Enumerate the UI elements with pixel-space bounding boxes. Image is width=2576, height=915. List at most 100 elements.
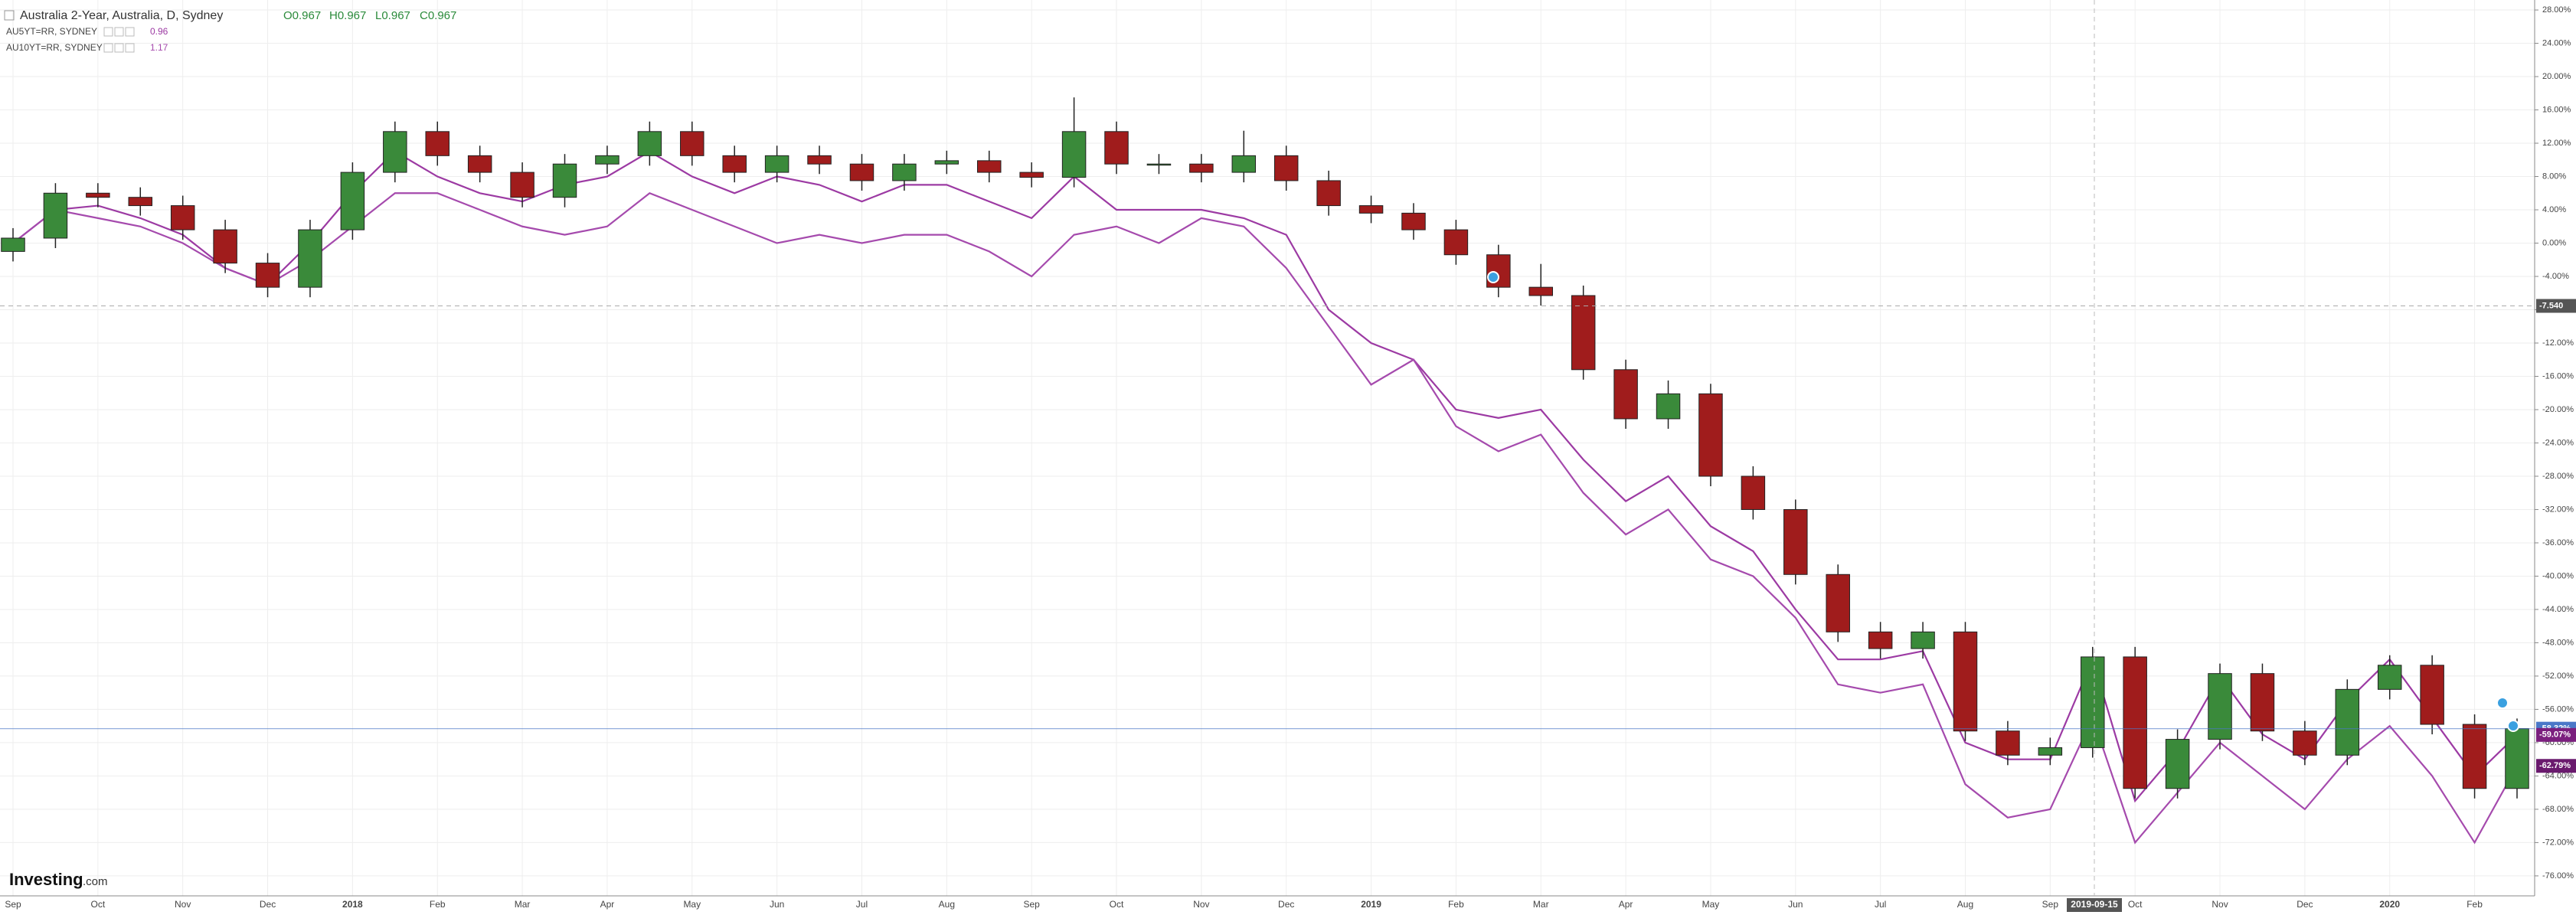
candle-body <box>1273 155 1299 181</box>
series-end-label: -59.07% <box>2539 730 2571 740</box>
x-tick-label: Feb <box>430 899 446 910</box>
y-tick-label: -76.00% <box>2542 871 2574 881</box>
x-tick-label: Dec <box>260 899 276 910</box>
x-tick-label: Feb <box>1448 899 1464 910</box>
candle-body <box>2250 673 2275 732</box>
candle-body <box>764 155 789 173</box>
candle-body <box>2335 688 2360 756</box>
candle-body <box>1189 163 1214 173</box>
plot <box>1 97 2529 845</box>
candle-body <box>1996 730 2020 756</box>
y-tick-label: -52.00% <box>2542 672 2574 681</box>
candle-body <box>1316 180 1341 207</box>
candle-body <box>128 197 153 207</box>
legend-button <box>125 43 135 53</box>
legend-button <box>114 43 124 53</box>
candle-body <box>807 155 832 165</box>
candle-body <box>2038 747 2063 756</box>
candle-body <box>892 163 917 181</box>
ohlc-open: O0.967 <box>283 9 321 22</box>
collapse-icon[interactable] <box>4 10 15 21</box>
legend-value: 1.17 <box>150 42 168 53</box>
candle-body <box>1528 286 1553 296</box>
candle-body <box>1953 631 1978 732</box>
candle-body <box>1 237 25 252</box>
x-tick-label: Sep <box>5 899 21 910</box>
x-tick-label: Nov <box>2212 899 2228 910</box>
candle-body <box>1019 172 1044 178</box>
x-tick-label: Oct <box>1110 899 1124 910</box>
candle-body <box>1911 631 1935 649</box>
y-tick-label: -64.00% <box>2542 771 2574 780</box>
candle-body <box>213 229 237 264</box>
crosshair-x-tag <box>2067 898 2122 912</box>
instrument-title: Australia 2-Year, Australia, D, Sydney <box>20 9 223 22</box>
x-tick-label: Jun <box>770 899 784 910</box>
x-tick-label: Feb <box>2466 899 2483 910</box>
candle-body <box>255 263 280 288</box>
candle-body <box>934 160 959 165</box>
candle-body <box>2081 656 2105 748</box>
event-marker <box>2496 697 2509 709</box>
candle-body <box>86 192 110 198</box>
candle-body <box>383 131 407 173</box>
x-tick-label: Mar <box>515 899 531 910</box>
candle-body <box>595 155 619 165</box>
x-tick-label: Jun <box>1788 899 1803 910</box>
x-tick-label: Jul <box>1875 899 1886 910</box>
legend-button <box>103 27 113 37</box>
y-tick-label: 24.00% <box>2542 38 2571 47</box>
candle-body <box>1104 131 1129 165</box>
legend-button <box>125 27 135 37</box>
candle-body <box>467 155 492 173</box>
logo-suffix: .com <box>83 875 108 888</box>
x-tick-label: Aug <box>1957 899 1973 910</box>
crosshair-y-label-box <box>2536 299 2576 313</box>
candle-body <box>1146 163 1172 166</box>
candle-body <box>170 205 195 230</box>
candle-body <box>2462 724 2487 789</box>
grid <box>0 0 2535 896</box>
x-tick-label: Sep <box>2042 899 2059 910</box>
candle-body <box>2165 739 2190 789</box>
candle-body <box>2293 730 2317 756</box>
candle-body <box>637 131 662 156</box>
candle-body <box>510 172 534 198</box>
series-end-label: -62.79% <box>2539 761 2571 770</box>
x-tick-label: May <box>1702 899 1720 910</box>
candle-body <box>1231 155 1257 173</box>
y-tick-label: -56.00% <box>2542 704 2574 714</box>
legend-value: 0.96 <box>150 26 168 37</box>
y-tick-label: -20.00% <box>2542 405 2574 414</box>
x-tick-label: Nov <box>175 899 191 910</box>
candle-body <box>2377 665 2402 690</box>
y-tick-label: 4.00% <box>2542 205 2566 214</box>
x-tick-label: Dec <box>1278 899 1294 910</box>
y-tick-label: -12.00% <box>2542 338 2574 348</box>
candle-body <box>2420 665 2444 725</box>
candle-body <box>2505 728 2529 789</box>
candle-body <box>680 131 704 156</box>
candle-body <box>340 172 365 230</box>
candle-body <box>1868 631 1893 649</box>
x-tick-label: 2020 <box>2379 899 2400 910</box>
y-tick-label: 12.00% <box>2542 139 2571 148</box>
y-tick-label: -32.00% <box>2542 505 2574 514</box>
series-end-label-box <box>2536 759 2576 773</box>
event-marker <box>1487 271 1499 283</box>
ohlc-close: C0.967 <box>420 9 456 22</box>
y-tick-label: 0.00% <box>2542 238 2566 247</box>
ohlc-high: H0.967 <box>329 9 366 22</box>
y-tick-label: -68.00% <box>2542 805 2574 814</box>
x-tick-label: Apr <box>1619 899 1633 910</box>
x-tick-label: Aug <box>939 899 955 910</box>
candle-body <box>1613 369 1638 420</box>
x-tick-label: Oct <box>91 899 106 910</box>
candle-body <box>425 131 449 156</box>
candle-body <box>1698 393 1723 477</box>
legend-button <box>114 27 124 37</box>
y-tick-label: 8.00% <box>2542 172 2566 181</box>
candle-body <box>1061 131 1087 178</box>
crosshair-y-label: -7.540 <box>2539 301 2563 310</box>
